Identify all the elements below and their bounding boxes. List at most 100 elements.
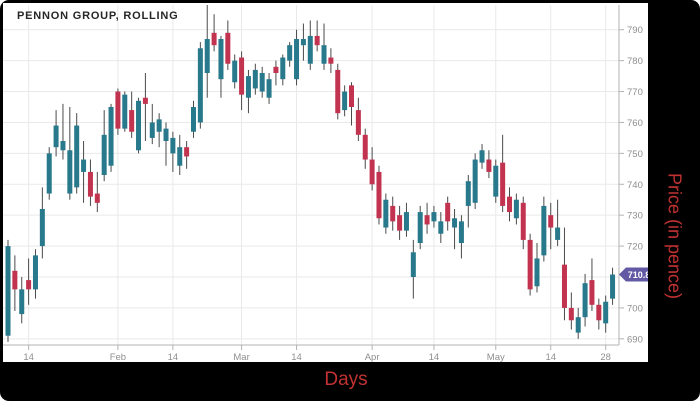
candle [266,79,272,98]
candle [225,32,231,64]
candle [245,76,251,98]
candle [390,205,396,222]
candle [403,212,409,231]
candle [108,107,114,166]
candle [184,147,190,157]
candle [211,32,217,46]
candle [101,134,107,175]
candle [555,227,561,240]
candle [129,110,135,132]
candle [81,159,87,172]
candle [410,252,416,277]
candle [479,150,485,163]
candle [46,153,52,194]
candle [431,212,437,222]
candle [232,60,238,83]
last-price-badge: 710.8 [619,267,653,282]
candlestick-chart[interactable]: 690 700 720 730 740 750 760 770 780 790 14 Feb 14 Mar… [3,3,653,363]
candle [156,119,162,132]
candle [376,171,382,219]
candle [465,181,471,206]
candle [342,91,348,111]
candles [5,5,616,342]
bottom-axis-panel: Days [0,362,700,401]
candle [32,255,38,290]
candle [273,66,279,73]
candle [452,218,458,228]
candle [197,48,203,123]
candle [218,39,224,80]
candle [548,215,554,228]
candle [603,301,609,324]
last-price-value: 710.8 [628,270,648,280]
tick-labels: 690 700 720 730 740 750 760 770 780 790 14 Feb 14 Mar… [23,25,643,363]
candle [534,258,540,287]
y-tick-label: 790 [627,25,643,36]
x-tick-label: Mar [233,352,249,362]
candle [142,97,148,104]
candle [19,289,25,315]
x-axis-title: Days [324,369,368,390]
y-tick-label: 760 [627,118,643,129]
chart-title: PENNON GROUP, ROLLING [17,10,179,22]
candle [527,239,533,290]
candle [362,134,368,160]
candle [239,57,245,95]
candle [149,122,155,138]
candle [280,57,286,80]
candle [335,69,341,114]
candle [507,196,513,213]
y-tick-label: 700 [627,303,643,314]
x-tick-label: 14 [23,352,34,362]
chart-canvas: PENNON GROUP, ROLLING 690 700 720 730 740 750… [3,3,653,363]
candle [513,199,519,219]
x-tick-label: 14 [545,352,556,362]
candle [60,141,66,151]
candle [136,100,142,151]
candle [67,150,73,194]
candle [300,39,306,46]
candle [445,202,451,222]
gridlines [3,5,619,345]
x-tick-label: 14 [168,352,179,362]
candle [561,264,567,308]
candle [177,147,183,166]
y-tick-label: 690 [627,334,643,345]
candle [115,91,121,129]
y-tick-label: 730 [627,211,643,222]
candle [417,212,423,243]
candle [53,125,59,148]
candle [575,317,581,333]
candle [486,159,492,172]
candle [307,35,313,64]
y-tick-label: 750 [627,149,643,160]
x-tick-label: 28 [600,352,611,362]
x-tick-label: May [487,352,505,362]
candle [458,221,464,243]
candle [349,85,354,107]
candle [582,283,588,318]
candle [500,162,506,206]
y-tick-label: 720 [627,242,643,253]
candle [39,209,45,247]
candle [321,45,327,64]
candle [294,39,300,80]
candle [472,159,478,203]
candle [610,274,616,299]
candle [541,205,547,256]
candle [438,221,444,234]
y-tick-label: 740 [627,180,643,191]
candle [596,304,602,321]
candle [122,94,128,129]
right-axis-panel: Price (in pence) [648,0,700,362]
candle [87,171,93,197]
candle [190,107,196,132]
candle [170,137,176,154]
candle [424,215,430,225]
y-tick-label: 770 [627,87,643,98]
candle [589,280,595,305]
candle [328,57,334,64]
x-tick-label: Apr [365,352,380,362]
y-axis-title: Price (in pence) [664,172,685,300]
